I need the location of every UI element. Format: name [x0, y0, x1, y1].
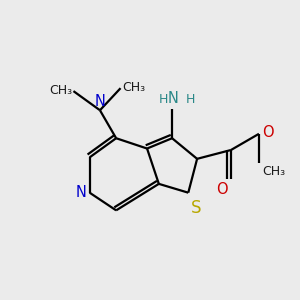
- Text: H: H: [158, 93, 168, 106]
- Text: CH₃: CH₃: [49, 84, 72, 97]
- Text: CH₃: CH₃: [122, 81, 145, 94]
- Text: H: H: [185, 93, 195, 106]
- Text: O: O: [216, 182, 228, 197]
- Text: N: N: [168, 92, 179, 106]
- Text: O: O: [262, 125, 274, 140]
- Text: S: S: [191, 199, 202, 217]
- Text: CH₃: CH₃: [262, 165, 285, 178]
- Text: N: N: [94, 94, 105, 109]
- Text: N: N: [75, 185, 86, 200]
